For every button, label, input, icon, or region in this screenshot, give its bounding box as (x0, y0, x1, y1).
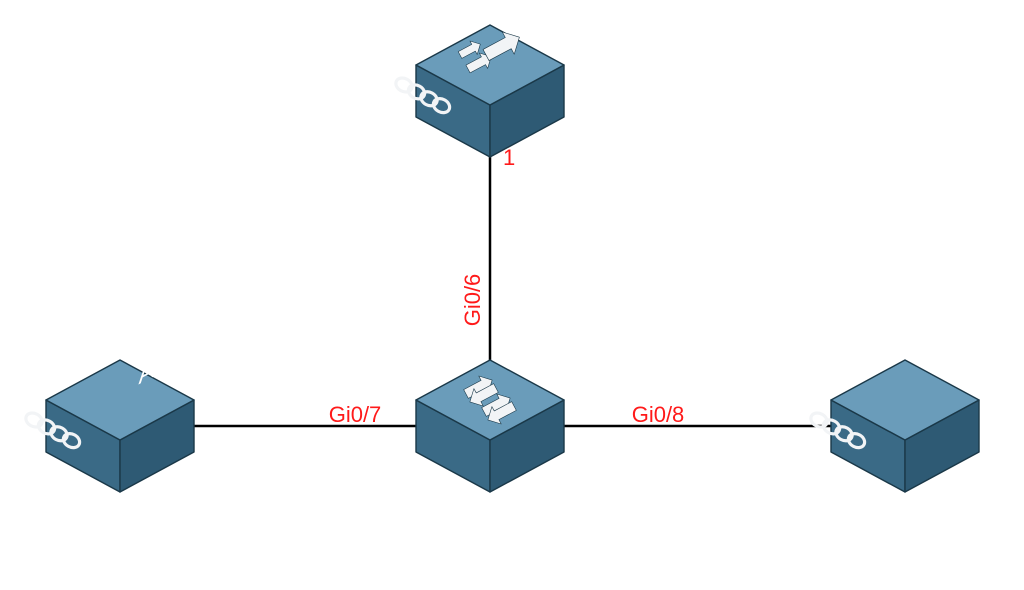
port-label-sw1-ap2-0: Gi0/8 (632, 402, 685, 427)
port-label-wlc1-sw1-1: Gi0/6 (460, 274, 485, 327)
device-wlc1: WLC1 (393, 0, 564, 157)
device-ap2: LWAPAP2 (654, 0, 979, 492)
port-label-wlc1-sw1-0: 1 (503, 145, 515, 170)
device-ap1: LWAPAP1 (0, 340, 194, 492)
port-label-ap1-sw1-0: Gi0/7 (329, 402, 382, 427)
